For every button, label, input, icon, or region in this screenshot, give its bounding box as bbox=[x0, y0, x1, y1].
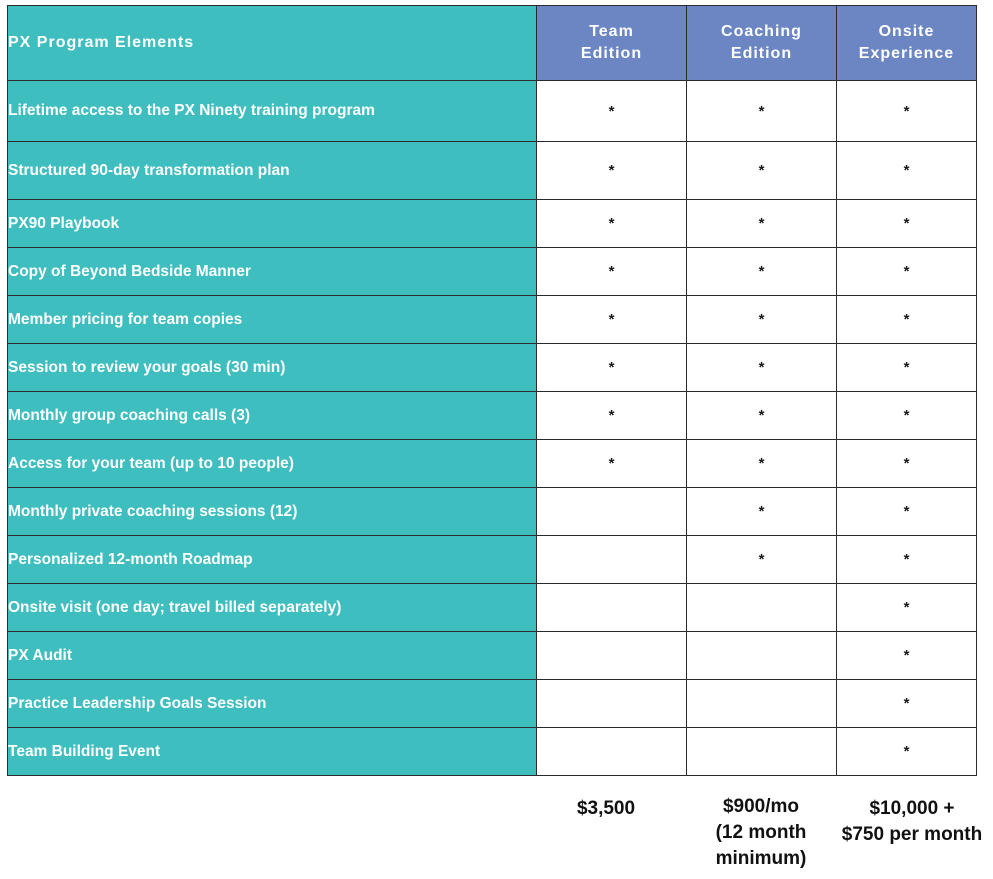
feature-label: Structured 90-day transformation plan bbox=[7, 141, 537, 200]
coaching-edition-mark: * bbox=[686, 343, 837, 392]
program-comparison-table: PX Program Elements Team Edition Coachin… bbox=[7, 5, 977, 776]
team-edition-mark bbox=[536, 583, 687, 632]
feature-label: Team Building Event bbox=[7, 727, 537, 776]
coaching-edition-mark: * bbox=[686, 487, 837, 536]
team-edition-price-line: $3,500 bbox=[576, 798, 636, 819]
table-header-row: PX Program Elements Team Edition Coachin… bbox=[7, 5, 977, 81]
table-row: Session to review your goals (30 min) * … bbox=[7, 343, 977, 392]
team-edition-mark: * bbox=[536, 80, 687, 142]
onsite-experience-mark: * bbox=[836, 727, 977, 776]
coaching-edition-mark: * bbox=[686, 141, 837, 200]
feature-label: Member pricing for team copies bbox=[7, 295, 537, 344]
feature-label: Onsite visit (one day; travel billed sep… bbox=[7, 583, 537, 632]
coaching-edition-price-line: $900/mo bbox=[722, 796, 800, 817]
coaching-edition-price-line: minimum) bbox=[715, 848, 807, 869]
team-edition-mark bbox=[536, 727, 687, 776]
onsite-experience-mark: * bbox=[836, 583, 977, 632]
onsite-experience-price: $10,000 + $750 per month bbox=[834, 796, 990, 848]
coaching-edition-mark: * bbox=[686, 199, 837, 248]
team-edition-header-line2: Edition bbox=[580, 45, 643, 62]
table-row: Team Building Event * bbox=[7, 727, 977, 776]
onsite-experience-mark: * bbox=[836, 343, 977, 392]
table-row: Member pricing for team copies * * * bbox=[7, 295, 977, 344]
coaching-edition-header-line2: Edition bbox=[730, 45, 793, 62]
feature-label: Copy of Beyond Bedside Manner bbox=[7, 247, 537, 296]
coaching-edition-mark: * bbox=[686, 80, 837, 142]
team-edition-mark: * bbox=[536, 343, 687, 392]
onsite-experience-header-line2: Experience bbox=[858, 45, 955, 62]
coaching-edition-header: Coaching Edition bbox=[686, 5, 837, 81]
table-row: Personalized 12-month Roadmap * * bbox=[7, 535, 977, 584]
coaching-edition-mark: * bbox=[686, 535, 837, 584]
onsite-experience-mark: * bbox=[836, 535, 977, 584]
feature-label: Practice Leadership Goals Session bbox=[7, 679, 537, 728]
feature-label: Monthly private coaching sessions (12) bbox=[7, 487, 537, 536]
table-row: Onsite visit (one day; travel billed sep… bbox=[7, 583, 977, 632]
onsite-experience-price-line: $10,000 + bbox=[869, 798, 955, 819]
coaching-edition-mark bbox=[686, 631, 837, 680]
table-row: Lifetime access to the PX Ninety trainin… bbox=[7, 80, 977, 142]
onsite-experience-mark: * bbox=[836, 439, 977, 488]
coaching-edition-mark: * bbox=[686, 439, 837, 488]
table-row: Practice Leadership Goals Session * bbox=[7, 679, 977, 728]
feature-label: PX Audit bbox=[7, 631, 537, 680]
onsite-experience-mark: * bbox=[836, 80, 977, 142]
team-edition-mark: * bbox=[536, 141, 687, 200]
onsite-experience-mark: * bbox=[836, 487, 977, 536]
coaching-edition-price: $900/mo (12 month minimum) bbox=[691, 794, 831, 872]
table-row: Copy of Beyond Bedside Manner * * * bbox=[7, 247, 977, 296]
onsite-experience-header: Onsite Experience bbox=[836, 5, 977, 81]
feature-label: Monthly group coaching calls (3) bbox=[7, 391, 537, 440]
team-edition-mark bbox=[536, 535, 687, 584]
table-row: PX90 Playbook * * * bbox=[7, 199, 977, 248]
onsite-experience-mark: * bbox=[836, 631, 977, 680]
feature-label: Personalized 12-month Roadmap bbox=[7, 535, 537, 584]
table-row: Monthly group coaching calls (3) * * * bbox=[7, 391, 977, 440]
onsite-experience-mark: * bbox=[836, 391, 977, 440]
team-edition-mark: * bbox=[536, 247, 687, 296]
coaching-edition-price-line: (12 month bbox=[715, 822, 807, 843]
feature-label: Session to review your goals (30 min) bbox=[7, 343, 537, 392]
team-edition-header: Team Edition bbox=[536, 5, 687, 81]
table-row: Access for your team (up to 10 people) *… bbox=[7, 439, 977, 488]
onsite-experience-mark: * bbox=[836, 141, 977, 200]
coaching-edition-mark bbox=[686, 679, 837, 728]
onsite-experience-mark: * bbox=[836, 679, 977, 728]
onsite-experience-price-line: $750 per month bbox=[841, 824, 983, 845]
coaching-edition-mark bbox=[686, 727, 837, 776]
team-edition-mark: * bbox=[536, 295, 687, 344]
table-row: Monthly private coaching sessions (12) *… bbox=[7, 487, 977, 536]
comparison-table-wrapper: PX Program Elements Team Edition Coachin… bbox=[7, 5, 977, 776]
feature-column-header: PX Program Elements bbox=[7, 5, 537, 81]
team-edition-mark: * bbox=[536, 391, 687, 440]
onsite-experience-mark: * bbox=[836, 295, 977, 344]
onsite-experience-mark: * bbox=[836, 247, 977, 296]
team-edition-mark bbox=[536, 631, 687, 680]
coaching-edition-header-line1: Coaching bbox=[721, 23, 802, 40]
team-edition-mark: * bbox=[536, 439, 687, 488]
feature-label: PX90 Playbook bbox=[7, 199, 537, 248]
coaching-edition-mark: * bbox=[686, 391, 837, 440]
team-edition-header-line1: Team bbox=[589, 23, 634, 40]
coaching-edition-mark: * bbox=[686, 247, 837, 296]
feature-label: Lifetime access to the PX Ninety trainin… bbox=[7, 80, 537, 142]
team-edition-price: $3,500 bbox=[545, 796, 667, 822]
team-edition-mark: * bbox=[536, 199, 687, 248]
feature-label: Access for your team (up to 10 people) bbox=[7, 439, 537, 488]
onsite-experience-mark: * bbox=[836, 199, 977, 248]
onsite-experience-header-line1: Onsite bbox=[878, 23, 935, 40]
team-edition-mark bbox=[536, 679, 687, 728]
team-edition-mark bbox=[536, 487, 687, 536]
table-row: Structured 90-day transformation plan * … bbox=[7, 141, 977, 200]
coaching-edition-mark bbox=[686, 583, 837, 632]
coaching-edition-mark: * bbox=[686, 295, 837, 344]
table-row: PX Audit * bbox=[7, 631, 977, 680]
